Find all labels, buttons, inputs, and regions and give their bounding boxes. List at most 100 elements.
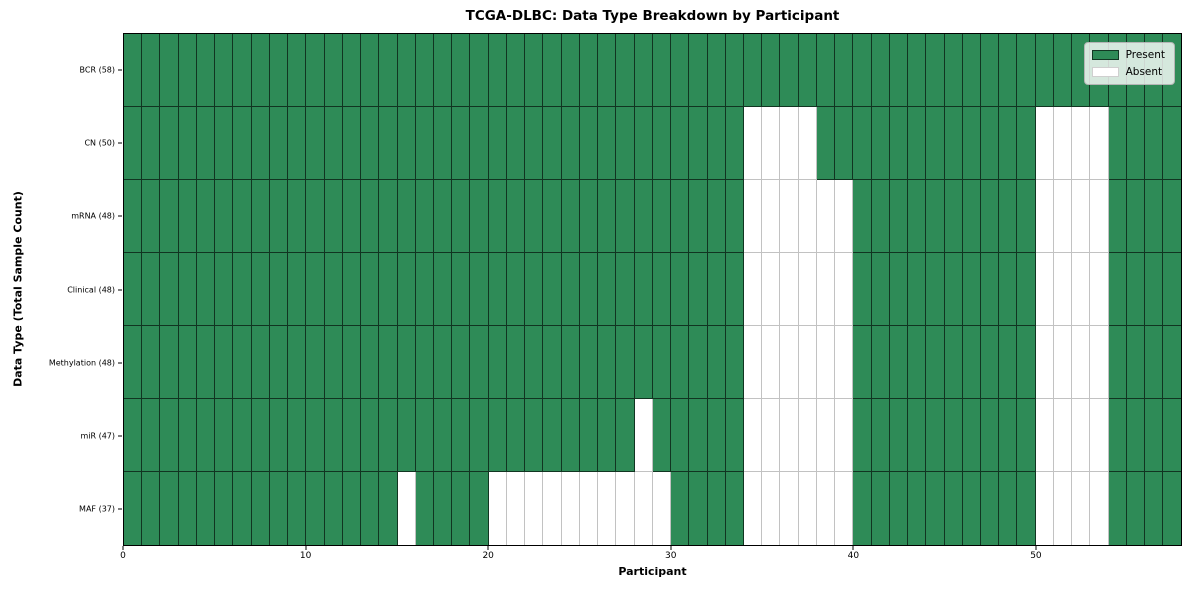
cell <box>816 34 836 107</box>
y-tick-label-Clinical: Clinical (48) <box>67 285 115 294</box>
cell <box>798 399 817 472</box>
cell <box>889 253 909 326</box>
cell <box>1163 326 1181 399</box>
cell <box>743 326 763 399</box>
y-tick-mark <box>118 215 122 217</box>
cell <box>889 326 909 399</box>
cell <box>689 180 708 253</box>
heatmap-row-miR <box>124 399 1181 472</box>
cell <box>1090 180 1109 253</box>
cell <box>853 253 872 326</box>
cell <box>1163 253 1181 326</box>
cell <box>342 472 362 545</box>
cell <box>142 253 161 326</box>
cell <box>215 34 234 107</box>
cell <box>306 34 325 107</box>
cell <box>926 399 945 472</box>
y-tick-label-miR: miR (47) <box>80 431 115 441</box>
cell <box>598 34 617 107</box>
y-tick-label-CN: CN (50) <box>84 138 115 148</box>
cell <box>379 399 398 472</box>
cell <box>1035 253 1054 326</box>
cell <box>780 107 799 180</box>
cell <box>579 472 599 545</box>
cell <box>306 107 325 180</box>
cell <box>1090 253 1109 326</box>
cell <box>470 180 489 253</box>
cell <box>1053 472 1073 545</box>
cell <box>908 399 927 472</box>
cell <box>525 253 544 326</box>
cell <box>1035 180 1054 253</box>
cell <box>762 180 781 253</box>
y-tick-mark <box>118 508 122 510</box>
cell <box>707 180 726 253</box>
heatmap-row-BCR <box>124 34 1181 107</box>
cell <box>616 107 635 180</box>
cell <box>160 107 179 180</box>
y-tick-mark <box>118 289 122 290</box>
x-tick-mark <box>852 546 854 550</box>
cell <box>269 107 289 180</box>
cell <box>671 399 690 472</box>
x-tick-mark <box>122 546 124 550</box>
legend: Present Absent <box>1083 42 1175 85</box>
cell <box>233 107 252 180</box>
cell <box>1035 399 1054 472</box>
cell <box>543 180 562 253</box>
cell <box>233 326 252 399</box>
x-tick-label-40: 40 <box>847 551 860 561</box>
cell <box>835 326 854 399</box>
cell <box>488 34 507 107</box>
cell <box>470 253 489 326</box>
cell <box>452 399 471 472</box>
cell <box>926 472 945 545</box>
cell <box>835 107 854 180</box>
cell <box>871 326 890 399</box>
cell <box>962 472 982 545</box>
cell <box>561 326 580 399</box>
cell <box>124 107 143 180</box>
cell <box>1108 107 1127 180</box>
cell <box>379 326 398 399</box>
cell <box>780 399 799 472</box>
cell <box>816 253 836 326</box>
cell <box>379 107 398 180</box>
legend-swatch-absent-icon <box>1091 67 1119 77</box>
cell <box>634 34 653 107</box>
cell <box>561 472 580 545</box>
heatmap-row-CN <box>124 107 1181 180</box>
cell <box>725 34 744 107</box>
cell <box>853 399 872 472</box>
cell <box>798 107 817 180</box>
cell <box>160 253 179 326</box>
cell <box>689 34 708 107</box>
cell <box>743 107 763 180</box>
cell <box>743 472 763 545</box>
cell <box>853 472 872 545</box>
cell <box>671 472 690 545</box>
cell <box>962 326 982 399</box>
cell <box>324 326 343 399</box>
cell <box>652 180 672 253</box>
cell <box>160 399 179 472</box>
cell <box>1072 326 1091 399</box>
cell <box>178 180 197 253</box>
cell <box>689 326 708 399</box>
cell <box>689 107 708 180</box>
cell <box>780 180 799 253</box>
x-tick-label-20: 20 <box>482 551 494 561</box>
cell <box>452 107 471 180</box>
cell <box>160 180 179 253</box>
cell <box>324 180 343 253</box>
cell <box>926 107 945 180</box>
x-tick-mark <box>670 546 672 550</box>
cell <box>361 107 380 180</box>
cell <box>452 253 471 326</box>
cell <box>506 399 526 472</box>
cell <box>889 399 909 472</box>
cell <box>652 399 672 472</box>
cell <box>269 472 289 545</box>
cell <box>1053 399 1073 472</box>
cell <box>178 107 197 180</box>
